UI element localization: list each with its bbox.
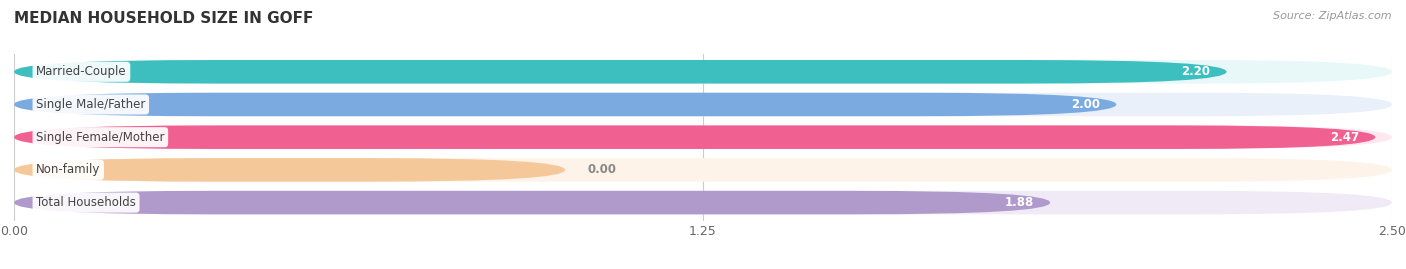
Text: Non-family: Non-family — [37, 163, 100, 176]
FancyBboxPatch shape — [14, 125, 1392, 149]
FancyBboxPatch shape — [14, 60, 1392, 84]
FancyBboxPatch shape — [14, 93, 1392, 116]
FancyBboxPatch shape — [14, 60, 1226, 84]
FancyBboxPatch shape — [14, 158, 1392, 182]
Text: Married-Couple: Married-Couple — [37, 65, 127, 78]
Text: 2.20: 2.20 — [1181, 65, 1211, 78]
Text: 2.00: 2.00 — [1071, 98, 1099, 111]
FancyBboxPatch shape — [14, 125, 1375, 149]
FancyBboxPatch shape — [14, 191, 1392, 214]
Text: Source: ZipAtlas.com: Source: ZipAtlas.com — [1274, 11, 1392, 21]
Text: Single Female/Mother: Single Female/Mother — [37, 131, 165, 144]
FancyBboxPatch shape — [14, 191, 1050, 214]
Text: MEDIAN HOUSEHOLD SIZE IN GOFF: MEDIAN HOUSEHOLD SIZE IN GOFF — [14, 11, 314, 26]
Text: 2.47: 2.47 — [1330, 131, 1358, 144]
Text: 0.00: 0.00 — [588, 163, 616, 176]
FancyBboxPatch shape — [14, 93, 1116, 116]
Text: Total Households: Total Households — [37, 196, 136, 209]
Text: Single Male/Father: Single Male/Father — [37, 98, 145, 111]
Text: 1.88: 1.88 — [1004, 196, 1033, 209]
FancyBboxPatch shape — [14, 158, 565, 182]
